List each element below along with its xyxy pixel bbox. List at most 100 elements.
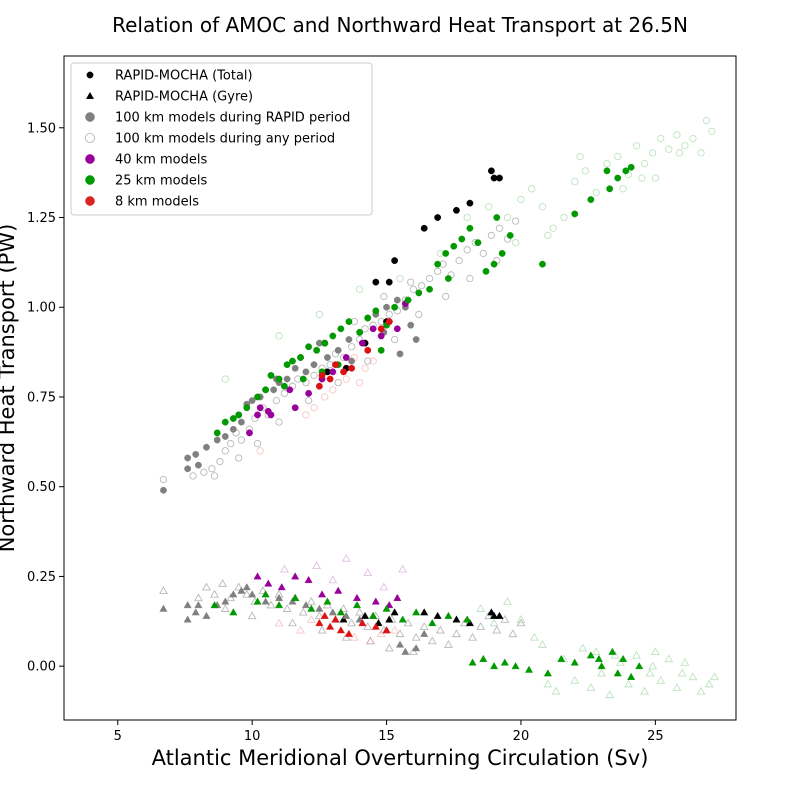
data-point — [605, 690, 615, 699]
data-point — [304, 396, 313, 405]
data-point — [500, 614, 510, 623]
x-tick-label: 25 — [647, 729, 664, 744]
data-point — [442, 292, 450, 301]
data-point — [305, 389, 313, 397]
data-point — [365, 636, 375, 645]
data-point — [235, 411, 243, 419]
data-point — [266, 600, 276, 609]
data-point — [334, 586, 343, 594]
data-point — [403, 618, 413, 627]
data-point — [320, 611, 329, 619]
data-point — [339, 604, 349, 612]
data-point — [282, 604, 292, 612]
data-point — [326, 622, 335, 630]
data-point — [390, 625, 400, 634]
data-point — [619, 185, 627, 193]
data-point — [229, 415, 237, 422]
data-point — [358, 339, 366, 347]
data-point — [363, 568, 373, 577]
data-point — [202, 582, 211, 591]
data-point — [234, 582, 244, 591]
data-point — [465, 619, 474, 627]
data-point — [496, 174, 503, 182]
data-point — [452, 615, 461, 623]
data-point — [539, 260, 546, 268]
data-point — [262, 386, 269, 394]
data-point — [516, 614, 526, 623]
data-point — [248, 590, 257, 598]
data-point — [704, 679, 714, 688]
x-axis: 5 10 15 20 25 — [114, 720, 664, 744]
data-point — [302, 411, 310, 419]
data-point — [463, 615, 472, 623]
data-point — [597, 662, 606, 670]
data-point — [377, 332, 385, 340]
data-point — [495, 224, 504, 232]
data-point — [489, 618, 499, 627]
data-point — [184, 465, 192, 473]
legend-box — [70, 62, 373, 216]
data-point — [328, 608, 337, 616]
data-point — [395, 640, 405, 648]
data-point — [159, 586, 168, 594]
data-point — [279, 564, 289, 573]
data-point — [608, 647, 617, 655]
data-point — [221, 375, 229, 383]
data-point — [696, 686, 706, 695]
data-point — [420, 629, 429, 637]
data-point — [237, 586, 246, 594]
data-point — [543, 679, 553, 688]
data-point — [594, 654, 603, 662]
data-point — [385, 310, 393, 319]
data-point — [200, 468, 208, 476]
data-point — [570, 675, 580, 684]
data-point — [261, 590, 270, 598]
x-tick-label: 15 — [378, 729, 395, 744]
data-point — [254, 411, 261, 419]
data-point — [275, 593, 284, 601]
data-point — [624, 679, 633, 688]
data-point — [317, 625, 327, 634]
data-point — [592, 188, 600, 197]
data-point — [613, 669, 622, 677]
y-tick-label: 0.50 — [27, 480, 56, 495]
data-point — [474, 239, 482, 247]
y-tick-label: 0.25 — [27, 570, 56, 585]
x-axis-label: Atlantic Meridional Overturning Circulat… — [152, 746, 649, 770]
data-point — [466, 274, 474, 283]
data-point — [482, 267, 490, 275]
data-point — [466, 199, 474, 207]
data-point — [408, 647, 418, 656]
data-point — [329, 332, 337, 340]
data-point — [407, 321, 415, 329]
data-point — [632, 142, 641, 150]
data-point — [275, 418, 283, 426]
data-point — [248, 397, 256, 404]
legend-marker — [84, 132, 96, 144]
y-tick-label: 1.25 — [27, 211, 56, 226]
data-point — [383, 303, 390, 311]
data-point — [409, 285, 418, 293]
legend-marker — [86, 71, 94, 79]
data-point — [560, 213, 568, 222]
data-point — [702, 116, 711, 125]
data-point — [442, 250, 450, 257]
data-point — [610, 650, 620, 659]
data-point — [651, 174, 660, 182]
data-point — [298, 607, 308, 616]
data-point — [393, 325, 401, 333]
legend-label: 40 km models — [115, 153, 207, 168]
data-point — [570, 658, 579, 666]
data-point — [315, 619, 324, 627]
data-point — [216, 457, 224, 466]
data-point — [645, 668, 655, 677]
legend-label: 100 km models during RAPID period — [115, 111, 350, 126]
data-point — [329, 368, 337, 376]
chart-title: Relation of AMOC and Northward Heat Tran… — [112, 13, 688, 37]
y-tick-label: 1.50 — [27, 121, 56, 136]
data-point — [648, 661, 658, 670]
legend-label: 8 km models — [115, 195, 199, 210]
data-point — [361, 364, 369, 372]
data-point — [544, 231, 552, 240]
data-point — [242, 583, 251, 591]
